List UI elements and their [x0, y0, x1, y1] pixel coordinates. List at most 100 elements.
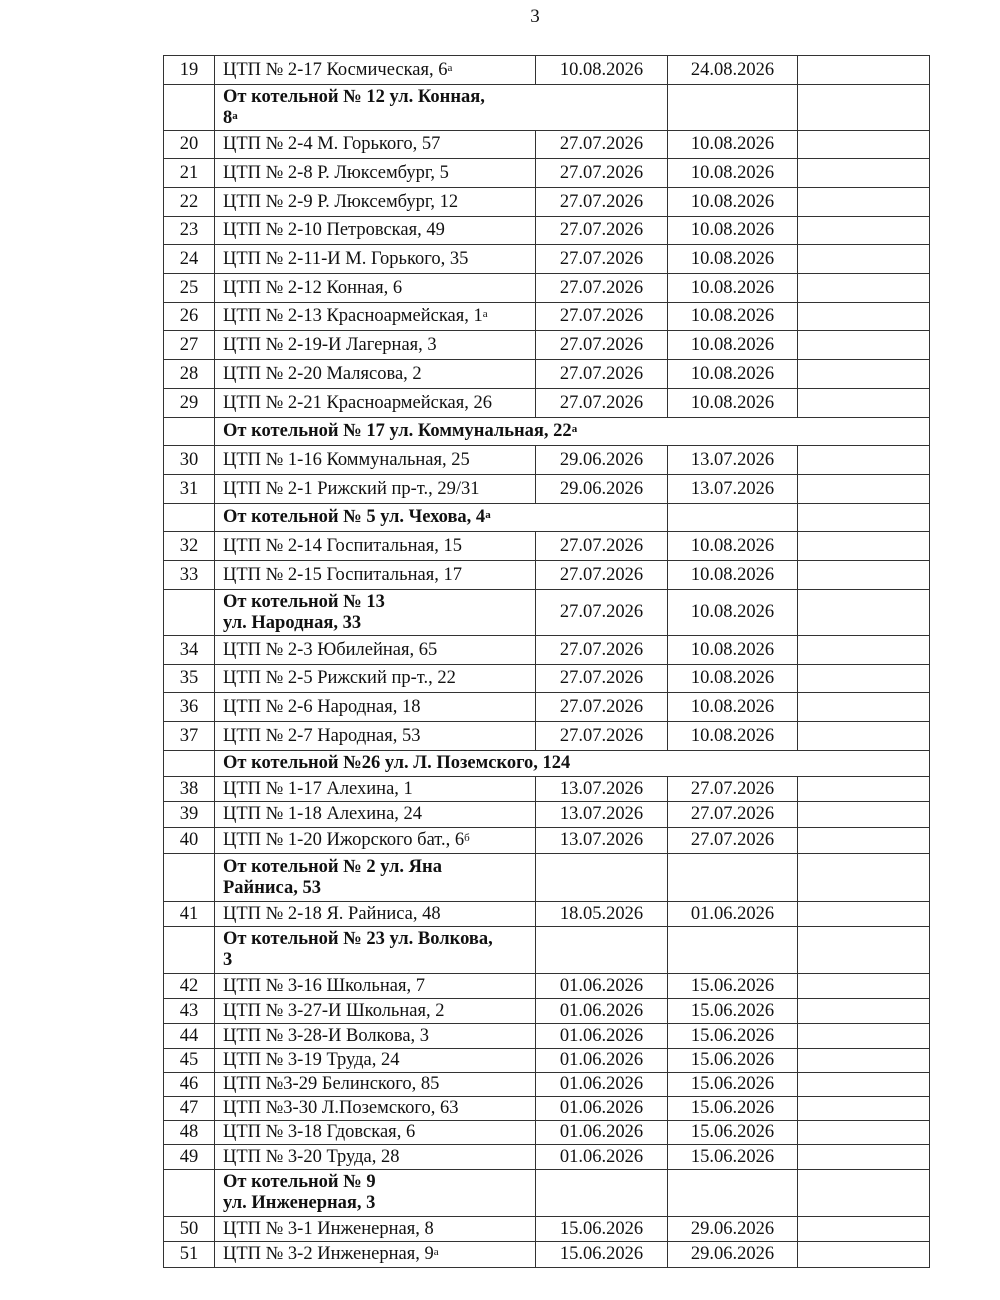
boiler-house-name: От котельной № 13 ул. Народная, 33 — [214, 589, 536, 636]
row-number: 27 — [163, 330, 215, 360]
section-header-row: От котельной № 17 ул. Коммунальная, 22а — [163, 417, 930, 446]
row-number — [163, 750, 215, 777]
name-text: ЦТП № 2-18 Я. Райниса, 48 — [223, 903, 441, 924]
end-date: 10.08.2026 — [667, 388, 798, 418]
start-date: 29.06.2026 — [535, 474, 668, 504]
table-row: 26 ЦТП № 2-13 Красноармейская, 1а 27.07.20… — [163, 302, 930, 331]
name-text: ЦТП № 1-18 Алехина, 24 — [223, 804, 423, 824]
end-date: 10.08.2026 — [667, 531, 798, 561]
end-date: 27.07.2026 — [667, 801, 798, 828]
name-text: От котельной № 9 ул. Инженерная, 3 — [223, 1172, 376, 1213]
start-date: 01.06.2026 — [535, 973, 668, 999]
start-date: 29.06.2026 — [535, 445, 668, 475]
notes-cell — [797, 1048, 930, 1073]
notes-cell — [797, 388, 930, 418]
superscript: а — [232, 109, 238, 122]
start-date: 01.06.2026 — [535, 1023, 668, 1049]
section-header-row: От котельной № 2 ул. Яна Райниса, 53 — [163, 853, 930, 902]
substation-name: ЦТП № 2-7 Народная, 53 — [214, 721, 536, 751]
boiler-house-name: От котельной № 12 ул. Конная, 8а — [214, 84, 668, 131]
end-date: 10.08.2026 — [667, 721, 798, 751]
substation-name: ЦТП № 3-1 Инженерная, 8 — [214, 1216, 536, 1242]
start-date: 27.07.2026 — [535, 216, 668, 245]
notes-cell — [797, 1144, 930, 1170]
start-date: 01.06.2026 — [535, 1072, 668, 1097]
end-date: 29.06.2026 — [667, 1241, 798, 1268]
start-date: 27.07.2026 — [535, 244, 668, 274]
end-date: 10.08.2026 — [667, 330, 798, 360]
superscript: а — [433, 1246, 439, 1258]
row-number: 47 — [163, 1096, 215, 1121]
notes-cell — [797, 776, 930, 802]
table-row: 37 ЦТП № 2-7 Народная, 53 27.07.2026 10.08.… — [163, 721, 930, 751]
end-date — [667, 1169, 798, 1217]
row-number: 48 — [163, 1120, 215, 1145]
name-text: От котельной № 5 ул. Чехова, 4 — [223, 507, 486, 527]
end-date: 10.08.2026 — [667, 635, 798, 665]
page-number: 3 — [530, 6, 540, 27]
end-date — [667, 503, 798, 532]
start-date: 13.07.2026 — [535, 776, 668, 802]
start-date — [535, 853, 668, 902]
table-row: 40 ЦТП № 1-20 Ижорского бат., 6б 13.07.202… — [163, 827, 930, 854]
superscript: а — [482, 308, 488, 320]
notes-cell — [797, 503, 930, 532]
notes-cell — [797, 1216, 930, 1242]
end-date: 13.07.2026 — [667, 474, 798, 504]
start-date: 01.06.2026 — [535, 1120, 668, 1145]
name-text: ЦТП № 2-15 Госпитальная, 17 — [223, 564, 462, 585]
end-date: 15.06.2026 — [667, 1144, 798, 1170]
substation-name: ЦТП № 3-2 Инженерная, 9а — [214, 1241, 536, 1268]
table-row: 36 ЦТП № 2-6 Народная, 18 27.07.2026 10.08.… — [163, 692, 930, 722]
row-number: 19 — [163, 55, 215, 85]
table-row: 49 ЦТП № 3-20 Труда, 28 01.06.2026 15.06.20… — [163, 1144, 930, 1170]
end-date: 15.06.2026 — [667, 1048, 798, 1073]
row-number: 49 — [163, 1144, 215, 1170]
name-text: ЦТП № 2-4 М. Горького, 57 — [223, 134, 441, 154]
row-number: 31 — [163, 474, 215, 504]
table-row: 30 ЦТП № 1-16 Коммунальная, 25 29.06.2026 1… — [163, 445, 930, 475]
table-row: 39 ЦТП № 1-18 Алехина, 24 13.07.2026 27.07.… — [163, 801, 930, 828]
substation-name: ЦТП № 2-18 Я. Райниса, 48 — [214, 901, 536, 927]
boiler-house-name: От котельной № 5 ул. Чехова, 4а — [214, 503, 668, 532]
end-date: 15.06.2026 — [667, 973, 798, 999]
name-text: ЦТП № 2-1 Рижский пр-т., 29/31 — [223, 478, 480, 499]
table-row: 20 ЦТП № 2-4 М. Горького, 57 27.07.2026 10.… — [163, 130, 930, 159]
name-text: ЦТП № 3-28-И Волкова, 3 — [223, 1025, 430, 1046]
name-text: ЦТП № 2-12 Конная, 6 — [223, 277, 403, 298]
row-number — [163, 503, 215, 532]
table-row: 38 ЦТП № 1-17 Алехина, 1 13.07.2026 27.07.2… — [163, 776, 930, 802]
notes-cell — [797, 187, 930, 217]
start-date: 13.07.2026 — [535, 801, 668, 828]
table-row: 34 ЦТП № 2-3 Юбилейная, 65 27.07.2026 10.08… — [163, 635, 930, 665]
substation-name: ЦТП № 2-12 Конная, 6 — [214, 273, 536, 303]
notes-cell — [797, 664, 930, 693]
start-date: 27.07.2026 — [535, 388, 668, 418]
substation-name: ЦТП № 3-27-И Школьная, 2 — [214, 998, 536, 1024]
substation-name: ЦТП №3-30 Л.Поземского, 63 — [214, 1096, 536, 1121]
section-header-row: От котельной № 12 ул. Конная, 8а — [163, 84, 930, 131]
schedule-table: 19 ЦТП № 2-17 Космическая, 6а 10.08.2026 24… — [163, 55, 930, 1268]
substation-name: ЦТП № 2-10 Петровская, 49 — [214, 216, 536, 245]
start-date: 01.06.2026 — [535, 1144, 668, 1170]
notes-cell — [797, 973, 930, 999]
row-number — [163, 853, 215, 902]
substation-name: ЦТП № 3-18 Гдовская, 6 — [214, 1120, 536, 1145]
name-text: ЦТП № 3-20 Труда, 28 — [223, 1146, 400, 1167]
notes-cell — [797, 589, 930, 636]
notes-cell — [797, 330, 930, 360]
notes-cell — [797, 1241, 930, 1268]
table-row: 48 ЦТП № 3-18 Гдовская, 6 01.06.2026 15.06.… — [163, 1120, 930, 1145]
superscript: а — [447, 61, 453, 74]
table-row: 41 ЦТП № 2-18 Я. Райниса, 48 18.05.2026 01.… — [163, 901, 930, 927]
end-date: 29.06.2026 — [667, 1216, 798, 1242]
row-number: 46 — [163, 1072, 215, 1097]
name-text: ЦТП № 3-2 Инженерная, 9 — [223, 1244, 434, 1264]
end-date: 10.08.2026 — [667, 187, 798, 217]
row-number: 32 — [163, 531, 215, 561]
notes-cell — [797, 926, 930, 974]
start-date: 10.08.2026 — [535, 55, 668, 85]
row-number: 30 — [163, 445, 215, 475]
row-number: 43 — [163, 998, 215, 1024]
start-date: 27.07.2026 — [535, 635, 668, 665]
